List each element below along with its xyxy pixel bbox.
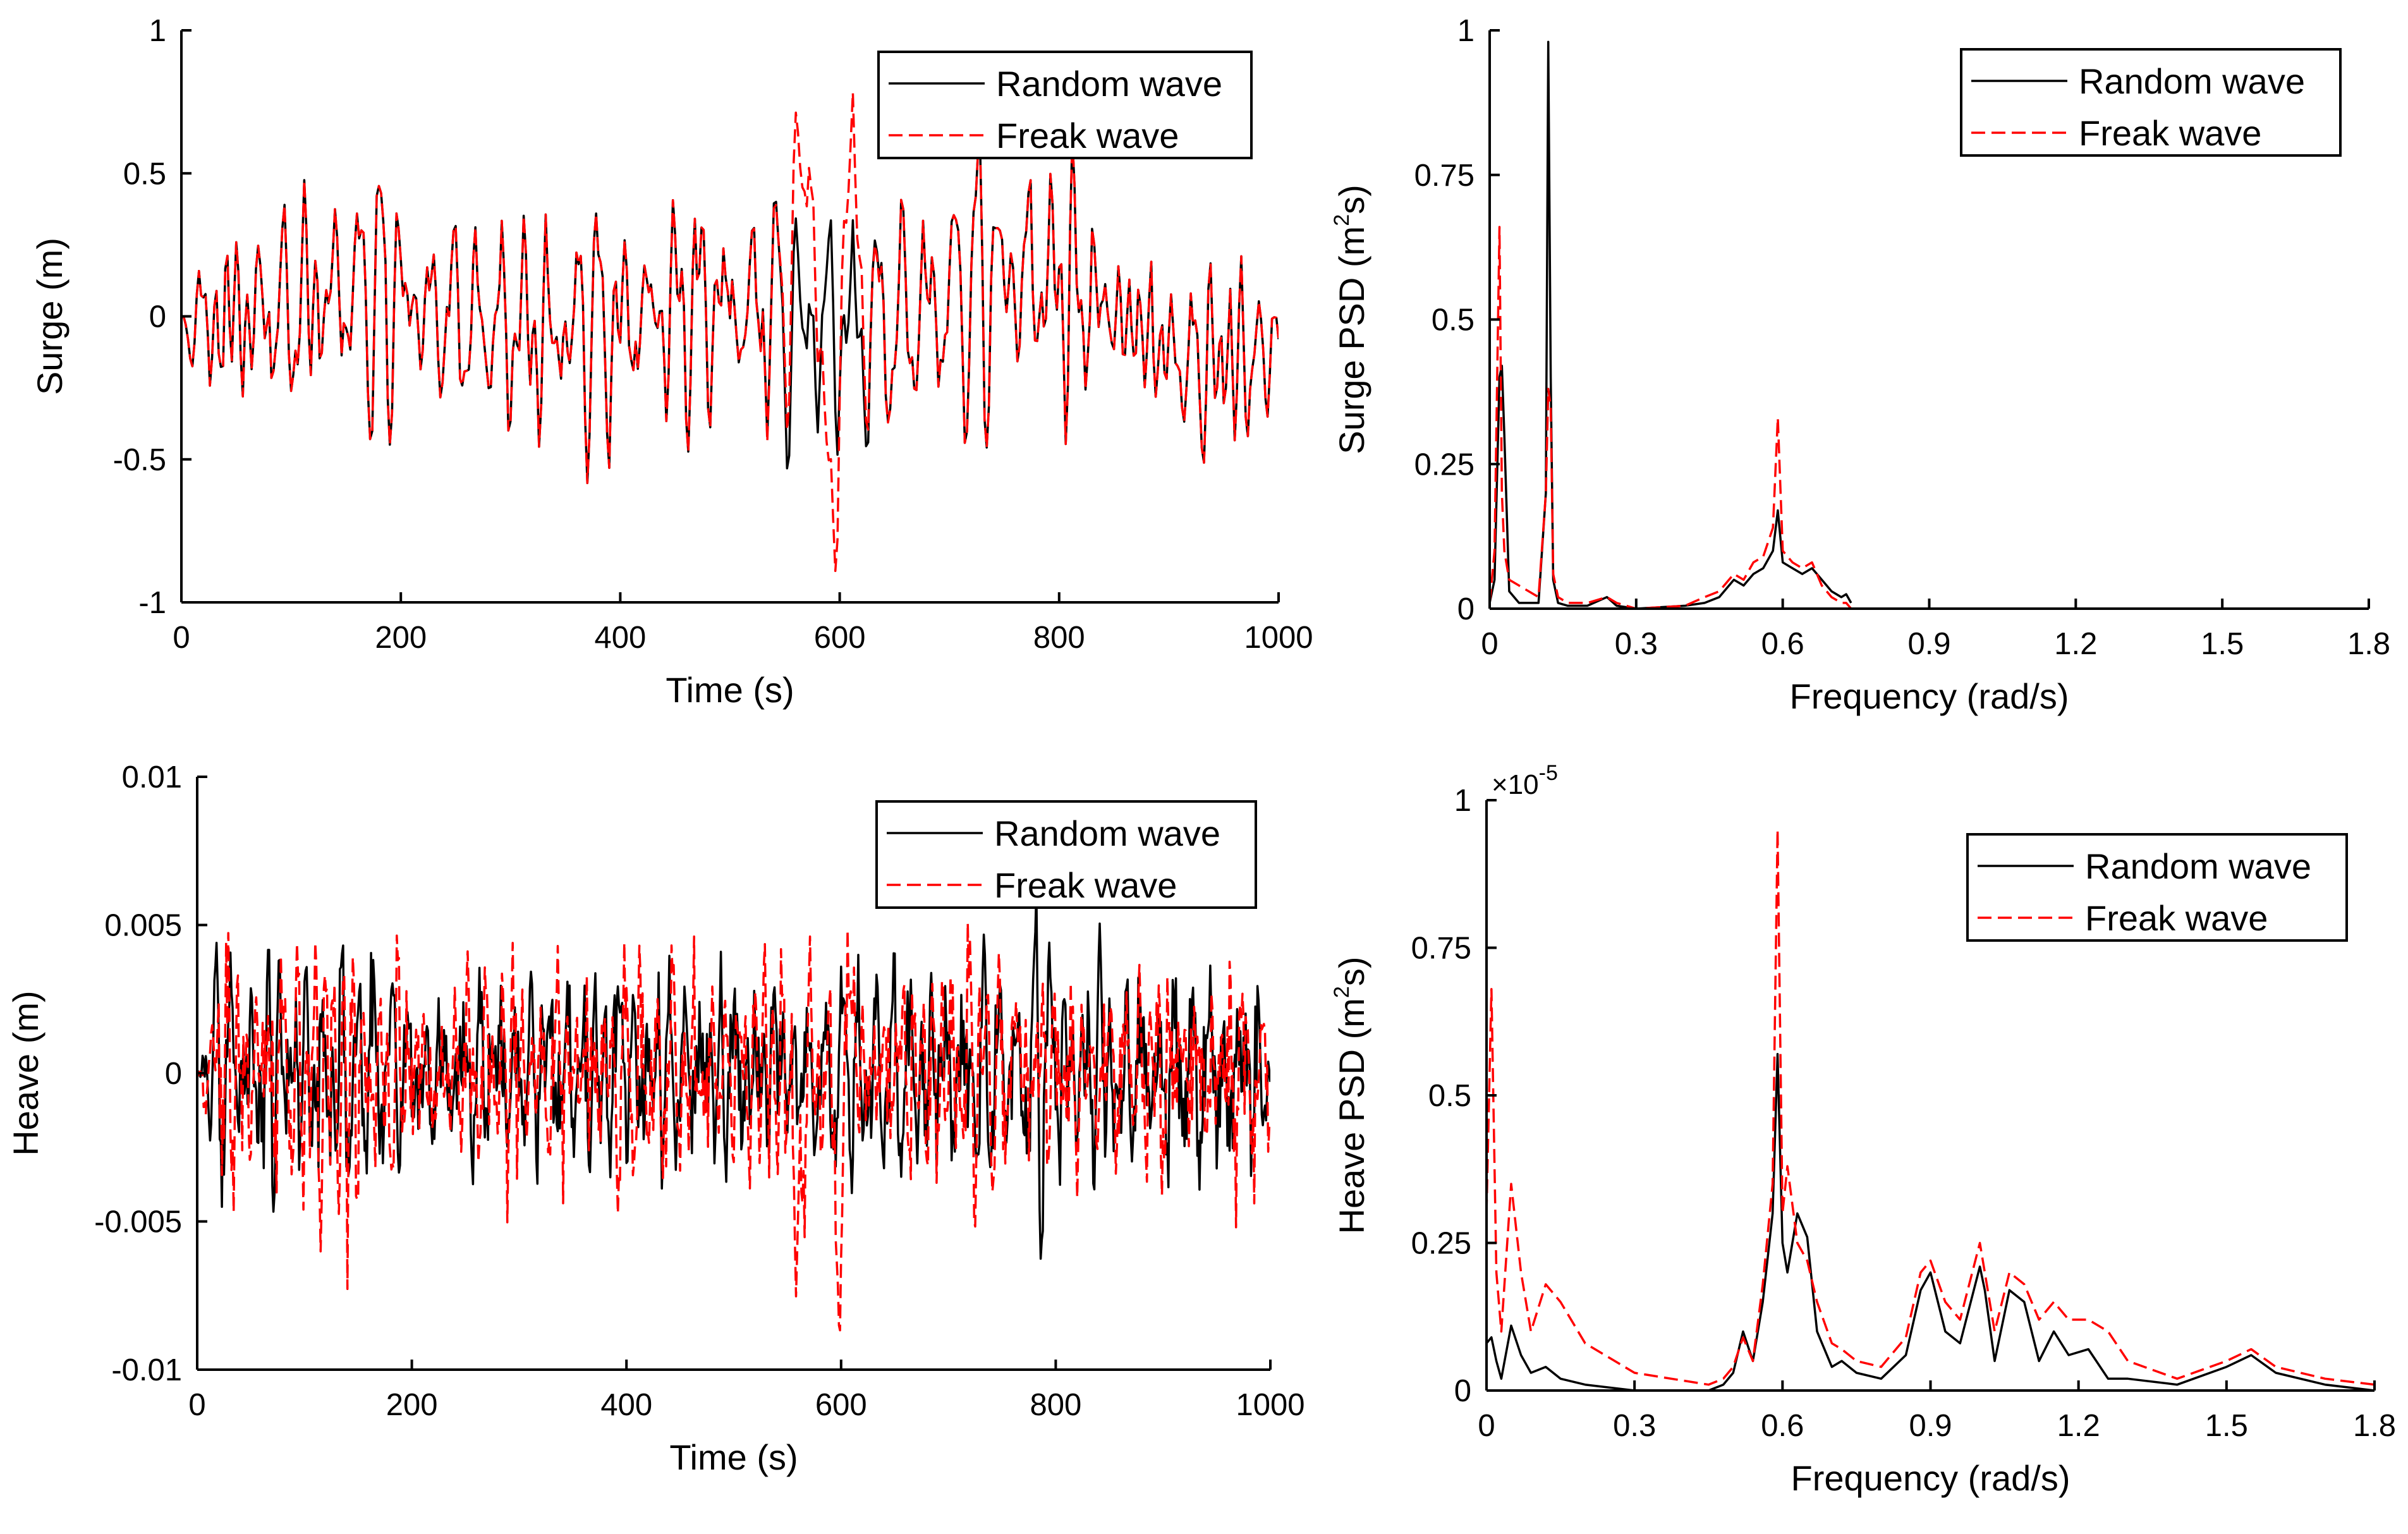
heave-psd-x-label: Frequency (rad/s)	[1791, 1458, 2071, 1498]
surge-time-x-tick-label: 600	[814, 621, 866, 655]
heave-time-x-tick-label: 600	[815, 1388, 867, 1422]
surge-time-x-tick-label: 800	[1033, 621, 1085, 655]
heave-psd-legend-label: Freak wave	[2085, 898, 2268, 938]
heave-time-y-tick-label: -0.005	[94, 1205, 182, 1239]
heave-time-x-tick-label: 200	[386, 1388, 438, 1422]
heave-psd-series-freak-wave	[1487, 828, 2375, 1386]
heave-time-chart: 0 200 400 600 800 1000 -0.01 -0.005 0 0.005 0.01 Ti…	[6, 760, 1305, 1477]
heave-psd-series-group	[1487, 828, 2375, 1391]
surge-psd-legend: Random wave Freak wave	[1960, 48, 2342, 157]
surge-psd-y-tick-label: 0.25	[1414, 447, 1475, 482]
surge-time-y-tick-label: 0.5	[123, 157, 166, 191]
surge-time-series-freak-wave	[181, 91, 1279, 573]
surge-psd-x-tick-label: 0.6	[1761, 627, 1804, 661]
heave-psd-x-tick-label: 1.8	[2353, 1409, 2396, 1443]
surge-time-y-label: Surge (m)	[30, 238, 70, 395]
surge-psd-chart: 0 0.3 0.6 0.9 1.2 1.5 1.8 0 0.25 0.5 0.75 1 Frequenc…	[1330, 14, 2390, 716]
heave-time-y-tick-label: -0.01	[111, 1353, 182, 1387]
heave-psd-x-tick-label: 0.9	[1909, 1409, 1952, 1443]
heave-time-x-tick-label: 400	[600, 1388, 652, 1422]
heave-psd-y-tick-label: 1	[1454, 784, 1471, 818]
surge-psd-y-label: Surge PSD (m2s)	[1330, 185, 1371, 454]
surge-time-x-tick-label: 400	[595, 621, 647, 655]
heave-psd-y-tick-label: 0	[1454, 1374, 1471, 1408]
heave-time-x-tick-label: 800	[1030, 1388, 1082, 1422]
heave-psd-scale-note: ×10-5	[1492, 761, 1558, 800]
surge-time-legend: Random wave Freak wave	[877, 51, 1253, 159]
heave-time-x-label: Time (s)	[669, 1437, 798, 1477]
heave-psd-y-tick-label: 0.5	[1428, 1079, 1471, 1113]
heave-time-legend: Random wave Freak wave	[875, 800, 1257, 909]
surge-time-chart: 0 200 400 600 800 1000 -1 -0.5 0 0.5 1 Time (s) Surg…	[30, 14, 1313, 710]
surge-time-legend-box	[877, 51, 1253, 159]
heave-time-y-tick-label: 0.01	[122, 760, 182, 794]
heave-psd-y-tick-label: 0.75	[1411, 932, 1471, 966]
heave-psd-y-label: Heave PSD (m2s)	[1330, 956, 1371, 1234]
surge-psd-x-tick-label: 1.8	[2347, 627, 2390, 661]
heave-time-x-tick-label: 1000	[1236, 1388, 1304, 1422]
surge-psd-y-tick-label: 1	[1457, 14, 1475, 48]
heave-psd-x-tick-label: 0.3	[1613, 1409, 1656, 1443]
surge-psd-x-tick-label: 0.9	[1907, 627, 1950, 661]
surge-time-series-group	[181, 91, 1279, 573]
surge-psd-y-tick-label: 0.75	[1414, 159, 1475, 193]
surge-psd-y-tick-label: 0.5	[1432, 303, 1475, 338]
heave-psd-legend-box	[1966, 833, 2348, 942]
surge-psd-series-random-wave	[1490, 40, 1852, 609]
surge-time-legend-label: Random wave	[996, 64, 1222, 104]
heave-time-legend-box	[875, 800, 1257, 909]
surge-psd-y-tick-label: 0	[1457, 592, 1475, 626]
surge-psd-x-tick-label: 0.3	[1615, 627, 1658, 661]
surge-time-y-tick-label: 1	[149, 14, 166, 48]
heave-time-legend-label: Random wave	[994, 813, 1220, 853]
surge-psd-series-freak-wave	[1490, 226, 1852, 609]
surge-time-x-tick-label: 0	[173, 621, 190, 655]
heave-time-y-tick-label: 0.005	[104, 909, 182, 943]
heave-psd-legend: Random wave Freak wave	[1966, 833, 2348, 942]
surge-psd-x-tick-label: 1.2	[2054, 627, 2097, 661]
heave-psd-x-tick-label: 0.6	[1761, 1409, 1804, 1443]
heave-psd-series-random-wave	[1487, 1052, 2375, 1391]
heave-time-series-group	[197, 888, 1270, 1332]
surge-time-legend-label: Freak wave	[996, 116, 1179, 155]
heave-psd-x-tick-label: 1.2	[2057, 1409, 2100, 1443]
heave-time-legend-label: Freak wave	[994, 865, 1177, 905]
surge-time-x-tick-label: 200	[375, 621, 427, 655]
surge-psd-x-label: Frequency (rad/s)	[1790, 676, 2069, 716]
heave-psd-x-tick-label: 0	[1478, 1409, 1495, 1443]
surge-psd-x-tick-label: 0	[1481, 627, 1498, 661]
heave-time-y-label: Heave (m)	[6, 990, 46, 1155]
surge-time-x-tick-label: 1000	[1244, 621, 1313, 655]
heave-psd-x-tick-label: 1.5	[2205, 1409, 2248, 1443]
surge-psd-series-group	[1490, 40, 1852, 609]
surge-psd-legend-box	[1960, 48, 2342, 157]
heave-time-y-tick-label: 0	[165, 1057, 182, 1091]
heave-psd-y-tick-label: 0.25	[1411, 1227, 1471, 1261]
surge-psd-legend-label: Freak wave	[2079, 113, 2261, 153]
surge-psd-legend-label: Random wave	[2079, 61, 2305, 101]
heave-psd-chart: 0 0.3 0.6 0.9 1.2 1.5 1.8 0 0.25 0.5 0.75 1 Frequenc…	[1330, 761, 2396, 1498]
heave-time-x-tick-label: 0	[188, 1388, 205, 1422]
surge-time-y-tick-label: -1	[138, 586, 166, 620]
heave-psd-legend-label: Random wave	[2085, 846, 2311, 886]
surge-time-y-tick-label: 0	[149, 300, 166, 334]
surge-time-y-tick-label: -0.5	[113, 443, 166, 477]
surge-time-x-label: Time (s)	[666, 670, 794, 710]
surge-psd-x-tick-label: 1.5	[2201, 627, 2244, 661]
heave-time-series-random-wave	[197, 888, 1270, 1260]
heave-time-series-freak-wave	[197, 922, 1270, 1332]
